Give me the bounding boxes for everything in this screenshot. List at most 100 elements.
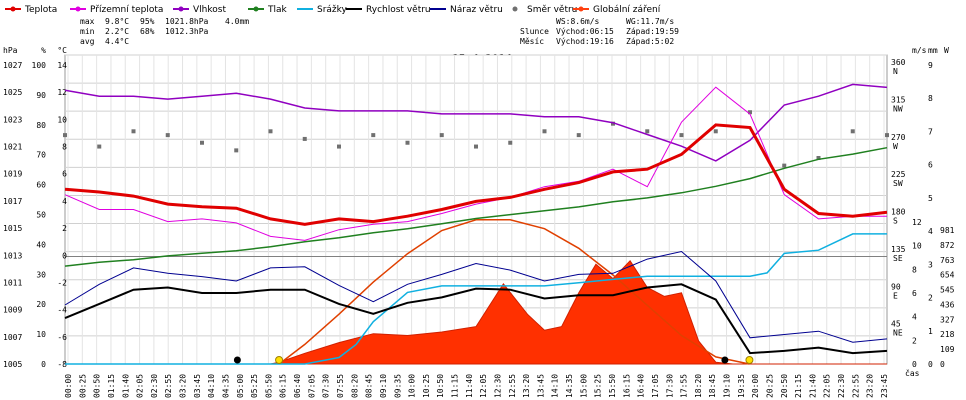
x-tick-label: 19:35 xyxy=(737,374,746,398)
rain-axis-tick: 0 xyxy=(928,360,933,369)
x-axis-ticks: 00:00 00:25 00:50 01:15 01:40 02:05 02:30 02:55… xyxy=(64,374,889,398)
humidity-axis-tick: 100 xyxy=(32,61,47,70)
humidity-axis-tick: 40 xyxy=(36,240,46,249)
legend-swatch-dot xyxy=(178,6,184,12)
moonrise-time: Východ:19:16 xyxy=(556,37,614,46)
x-tick-label: 23:45 xyxy=(880,374,889,398)
stats-row-label: max xyxy=(80,17,95,26)
stats-temp: 2.2°C xyxy=(105,27,129,36)
moonset-time: Západ:5:02 xyxy=(626,37,674,46)
windspeed-tick: 12 xyxy=(912,218,922,227)
x-tick-label: 00:50 xyxy=(93,374,102,398)
x-tick-label: 15:50 xyxy=(608,374,617,398)
astro-markers xyxy=(233,356,754,364)
wind-direction-point xyxy=(816,156,821,160)
pressure-axis-tick: 1005 xyxy=(3,360,22,369)
series-theoretical-radiation xyxy=(278,219,750,365)
direction-degree-tick: 360 xyxy=(891,58,906,67)
rain-axis-tick: 4 xyxy=(928,227,933,236)
x-tick-label: 17:05 xyxy=(651,374,660,398)
moon-label: Měsíc xyxy=(520,37,544,46)
humidity-axis-tick: 60 xyxy=(36,181,46,190)
series-wind-gust xyxy=(64,250,888,343)
pressure-axis-tick: 1011 xyxy=(3,278,22,287)
humidity-axis-tick: 80 xyxy=(36,121,46,130)
series-humidity xyxy=(64,83,888,162)
humidity-axis-tick: 10 xyxy=(36,330,46,339)
wind-direction-point xyxy=(97,144,102,149)
pressure-axis-tick: 1017 xyxy=(3,197,22,206)
series-global-radiation-area xyxy=(65,259,887,365)
sunrise-time: Východ:06:15 xyxy=(556,27,614,36)
stats-pressure: 1021.8hPa xyxy=(165,17,209,26)
direction-compass-tick: NW xyxy=(893,104,903,113)
humidity-axis-tick: 20 xyxy=(36,300,46,309)
wind-direction-point xyxy=(268,129,273,134)
temperature-axis-tick: -4 xyxy=(57,306,67,315)
wind-direction-point xyxy=(679,133,684,138)
x-tick-label: 11:15 xyxy=(451,374,460,398)
x-tick-label: 02:05 xyxy=(136,374,145,398)
x-tick-label: 19:10 xyxy=(723,374,732,398)
x-tick-label: 09:35 xyxy=(393,374,402,398)
temperature-axis-tick: -6 xyxy=(57,333,67,342)
series-temperature xyxy=(64,123,888,226)
series-layer xyxy=(63,83,889,365)
wind-direction-point xyxy=(165,133,170,138)
radiation-axis-tick: 654 xyxy=(940,271,955,280)
sun-marker xyxy=(745,356,754,364)
wind-direction-point xyxy=(474,144,478,149)
x-tick-label: 07:55 xyxy=(336,374,345,398)
temperature-axis-tick: 8 xyxy=(62,143,67,152)
wind-direction-point xyxy=(405,140,410,145)
chart-legend: Teplota Přízemní teplota Vlhkost Tlak Srážky… xyxy=(5,5,661,15)
x-tick-label: 22:05 xyxy=(823,374,832,398)
radiation-axis-tick: 327 xyxy=(940,315,955,324)
wind-direction-point xyxy=(850,129,855,134)
legend-label: Teplota xyxy=(24,5,57,15)
wind-direction-point xyxy=(200,140,204,145)
radiation-axis-tick: 109 xyxy=(940,345,955,354)
x-tick-label: 21:15 xyxy=(794,374,803,398)
x-tick-label: 02:55 xyxy=(164,374,173,398)
legend-label: Směr větru xyxy=(527,5,577,15)
windspeed-tick: 4 xyxy=(912,313,917,322)
pressure-axis-tick: 1015 xyxy=(3,224,22,233)
direction-degree-tick: 180 xyxy=(891,208,906,217)
pressure-axis-tick: 1025 xyxy=(3,88,22,97)
x-tick-label: 00:00 xyxy=(64,374,73,398)
x-tick-label: 08:45 xyxy=(365,374,374,398)
plot-grid xyxy=(64,54,888,365)
direction-compass-tick: E xyxy=(893,291,898,300)
wind-direction-point xyxy=(337,144,341,149)
rain-axis-tick: 6 xyxy=(928,161,933,170)
stats-row-label: min xyxy=(80,27,95,36)
direction-compass-tick: SE xyxy=(893,254,903,263)
legend-swatch-dot xyxy=(578,6,584,12)
radiation-axis-tick: 545 xyxy=(940,286,955,295)
radiation-axis-tick: 0 xyxy=(940,360,945,369)
temperature-axis-tick: 10 xyxy=(57,115,67,124)
temperature-axis-unit: °C xyxy=(57,46,67,55)
axes: hPa1027102510231021101910171015101310111… xyxy=(3,46,955,369)
x-tick-label: 06:40 xyxy=(293,374,302,398)
wind-direction-point xyxy=(234,148,239,153)
legend-label: Tlak xyxy=(267,5,288,15)
legend-label: Rychlost větru xyxy=(366,5,431,15)
x-tick-label: 17:30 xyxy=(665,374,674,398)
x-tick-label: 03:45 xyxy=(193,374,202,398)
x-tick-label: 11:40 xyxy=(465,374,474,398)
x-tick-label: 15:00 xyxy=(579,374,588,398)
x-tick-label: 13:45 xyxy=(536,374,545,398)
moon-marker xyxy=(233,356,241,364)
direction-degree-tick: 315 xyxy=(891,95,906,104)
pressure-axis-tick: 1027 xyxy=(3,61,22,70)
direction-degree-tick: 135 xyxy=(891,245,906,254)
pressure-axis-tick: 1023 xyxy=(3,115,22,124)
wind-direction-point xyxy=(885,133,889,138)
x-tick-label: 20:25 xyxy=(765,374,774,398)
wind-direction-point xyxy=(576,133,581,138)
rain-axis-tick: 5 xyxy=(928,194,933,203)
humidity-axis-tick: 70 xyxy=(36,151,46,160)
x-tick-label: 22:30 xyxy=(837,374,846,398)
